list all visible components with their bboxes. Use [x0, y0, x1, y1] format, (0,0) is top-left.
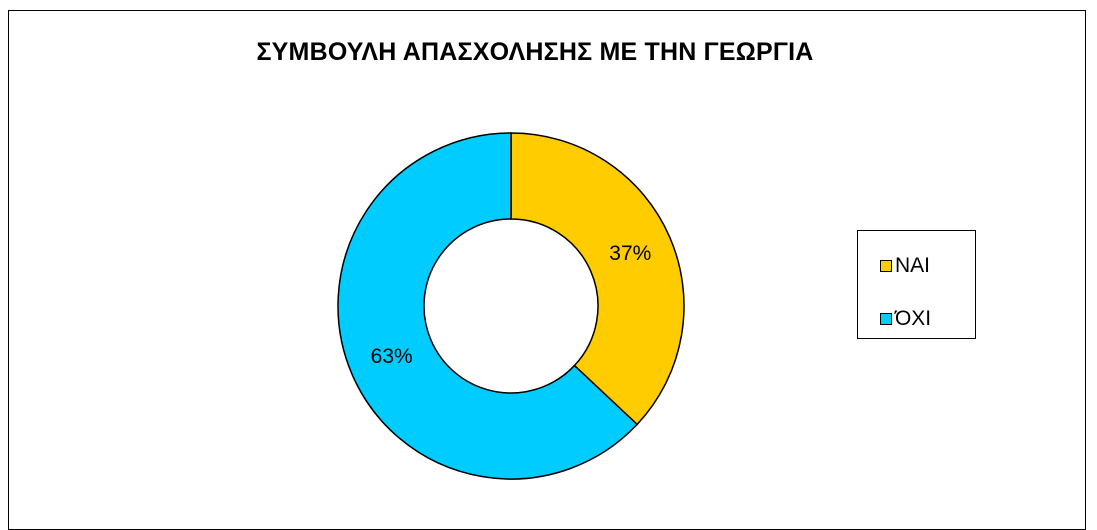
donut-chart: 37% 63% — [337, 132, 685, 480]
legend-item-nai: ΝΑΙ — [880, 253, 930, 279]
chart-title: ΣΥΜΒΟΥΛΗ ΑΠΑΣΧΟΛΗΣΗΣ ΜΕ ΤΗΝ ΓΕΩΡΓΙΑ — [256, 38, 814, 66]
data-label-0: 37% — [609, 242, 651, 265]
donut-slice-1 — [337, 132, 639, 480]
legend: ΝΑΙ ΌΧΙ — [857, 230, 976, 339]
legend-swatch-nai — [880, 260, 892, 272]
data-labels: 37% 63% — [371, 242, 652, 368]
donut-slices — [337, 132, 685, 480]
data-label-1: 63% — [371, 345, 413, 368]
legend-label-ochi: ΌΧΙ — [895, 307, 932, 330]
legend-swatch-ochi — [880, 313, 892, 325]
legend-item-ochi: ΌΧΙ — [880, 306, 931, 332]
legend-label-nai: ΝΑΙ — [895, 254, 931, 277]
donut-slice-0 — [510, 132, 685, 426]
